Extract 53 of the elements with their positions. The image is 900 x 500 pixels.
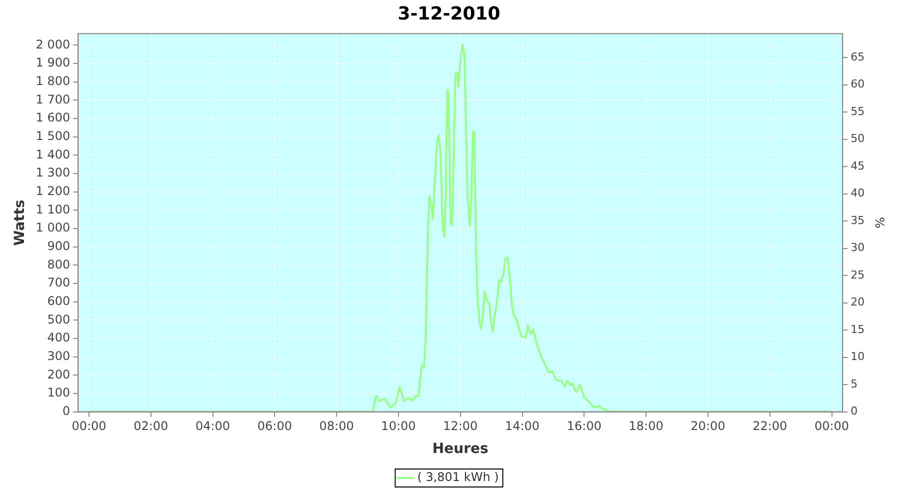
y-tick-label: 1 200 (36, 184, 70, 198)
legend-label: ( 3,801 kWh ) (417, 470, 499, 484)
y-tick-label: 0 (62, 404, 70, 418)
x-tick-label: 04:00 (195, 419, 230, 434)
x-tick-label: 08:00 (319, 419, 354, 434)
x-axis-title: Heures (432, 441, 488, 458)
y2-tick-label: 35 (850, 214, 865, 227)
x-tick-label: 18:00 (628, 419, 664, 434)
x-tick-label: 12:00 (443, 419, 478, 434)
x-tick-label: 14:00 (504, 419, 540, 434)
y-tick-label: 1 100 (36, 202, 70, 216)
y2-tick-label: 20 (850, 296, 865, 309)
y-tick-label: 800 (47, 257, 70, 272)
y2-tick-label: 55 (850, 104, 865, 118)
y-tick-label: 1 900 (36, 56, 70, 70)
y2-tick-label: 40 (850, 186, 865, 200)
chart-title: 3-12-2010 (398, 3, 500, 24)
y-tick-label: 200 (47, 367, 70, 382)
x-tick-label: 16:00 (566, 419, 602, 434)
y2-tick-label: 10 (850, 350, 865, 364)
y2-tick-label: 60 (850, 78, 865, 91)
y-tick-label: 1 000 (36, 220, 70, 235)
x-tick-label: 06:00 (257, 419, 292, 434)
y2-tick-label: 45 (850, 159, 865, 172)
y2-tick-label: 30 (850, 241, 865, 254)
y-tick-label: 600 (47, 294, 70, 308)
x-tick-label: 02:00 (134, 419, 168, 434)
x-tick-label: 10:00 (381, 419, 416, 434)
x-tick-label: 22:00 (752, 419, 788, 434)
y-tick-label: 900 (47, 238, 70, 253)
y-tick-label: 300 (47, 348, 70, 363)
y-tick-label: 1 300 (36, 166, 70, 180)
y2-tick-label: 50 (850, 132, 865, 146)
y-tick-label: 1 700 (36, 92, 70, 106)
y-tick-label: 1 600 (36, 110, 70, 125)
y-tick-label: 1 400 (36, 147, 70, 162)
x-tick-label: 20:00 (690, 419, 726, 434)
y2-tick-label: 65 (850, 50, 865, 64)
y2-tick-label: 5 (850, 377, 858, 390)
y2-tick-label: 25 (850, 268, 865, 282)
y-tick-label: 2 000 (36, 37, 70, 52)
y-tick-label: 500 (47, 312, 70, 326)
y2-tick-label: 0 (850, 404, 858, 418)
y-tick-label: 1 500 (36, 128, 70, 143)
y-axis-title: Watts (12, 200, 28, 246)
y-tick-label: 700 (47, 276, 70, 290)
y-tick-label: 100 (47, 386, 70, 400)
y-tick-label: 1 800 (36, 74, 70, 88)
y2-axis-title: % (872, 216, 887, 228)
x-tick-label: 00:00 (814, 419, 850, 434)
x-tick-label: 00:00 (72, 419, 106, 434)
y2-tick-label: 15 (850, 322, 865, 336)
y-tick-label: 400 (47, 330, 70, 345)
